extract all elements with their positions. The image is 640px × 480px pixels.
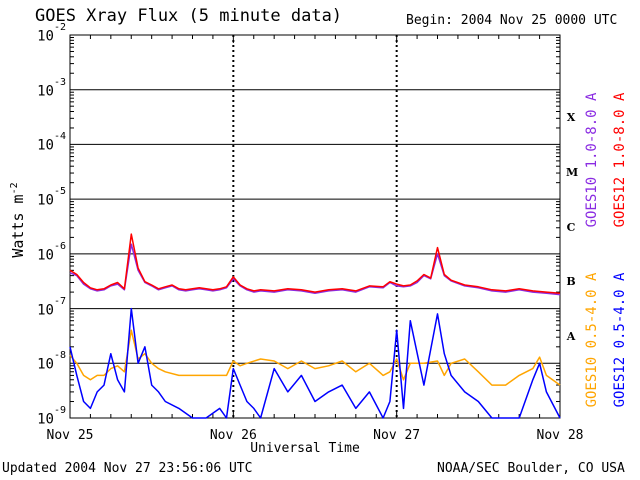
y-tick-base: 10 [37, 83, 54, 100]
y-tick-label: 10-8 [28, 350, 66, 373]
y-tick-base: 10 [37, 302, 54, 319]
y-tick-base: 10 [37, 138, 54, 155]
y-tick-base: 10 [37, 247, 54, 264]
y-tick-exponent: -4 [53, 131, 66, 143]
series-line-goes12-0-5-4-0-a [69, 307, 561, 419]
y-axis-label-text: Watts m [9, 194, 27, 258]
y-tick-base: 10 [37, 356, 54, 373]
y-tick-base: 10 [37, 28, 54, 45]
x-tick-label: Nov 25 [46, 428, 94, 443]
x-tick-label: Nov 28 [536, 428, 584, 443]
y-tick-exponent: -9 [53, 405, 66, 416]
series-line-goes10-0-5-4-0-a [69, 329, 561, 386]
series-line-goes12-1-0-8-0-a [69, 233, 561, 295]
y-tick-label: 10-7 [28, 296, 66, 319]
x-axis-label: Universal Time [250, 441, 360, 456]
legend-entry: GOES10 0.5-4.0 A [584, 272, 600, 408]
y-tick-exponent: -2 [53, 22, 66, 33]
flare-class-label: M [566, 165, 579, 179]
y-tick-exponent: -3 [53, 76, 66, 88]
y-tick-label: 10-3 [28, 77, 66, 100]
y-tick-exponent: -5 [53, 186, 66, 198]
y-tick-exponent: -7 [53, 295, 66, 307]
y-tick-label: 10-5 [28, 186, 66, 209]
flare-class-label: B [566, 275, 576, 289]
y-tick-base: 10 [37, 192, 54, 209]
plot-frame [69, 34, 561, 419]
y-axis-label: Watts m-2 [9, 182, 27, 257]
y-tick-label: 10-2 [28, 22, 66, 45]
flare-class-label: C [566, 220, 576, 234]
legend-entry: GOES12 0.5-4.0 A [612, 272, 628, 408]
flare-class-label: A [566, 329, 576, 343]
y-tick-label: 10-6 [28, 241, 66, 264]
y-tick-base: 10 [37, 411, 54, 428]
begin-time-label: Begin: 2004 Nov 25 0000 UTC [406, 13, 618, 28]
y-tick-exponent: -6 [53, 240, 66, 252]
legend-entry: GOES10 1.0-8.0 A [584, 92, 600, 228]
x-tick-label: Nov 26 [209, 428, 257, 443]
y-axis-label-exponent: -2 [9, 182, 20, 195]
updated-timestamp: Updated 2004 Nov 27 23:56:06 UTC [2, 461, 253, 476]
chart-title: GOES Xray Flux (5 minute data) [35, 6, 343, 26]
y-tick-label: 10-9 [28, 405, 66, 428]
legend-entry: GOES12 1.0-8.0 A [612, 92, 628, 228]
x-tick-label: Nov 27 [373, 428, 421, 443]
flare-class-label: X [566, 111, 576, 125]
series-line-goes10-1-0-8-0-a [69, 243, 561, 296]
y-tick-label: 10-4 [28, 131, 66, 155]
credit-label: NOAA/SEC Boulder, CO USA [437, 461, 625, 476]
y-tick-exponent: -8 [53, 350, 66, 362]
